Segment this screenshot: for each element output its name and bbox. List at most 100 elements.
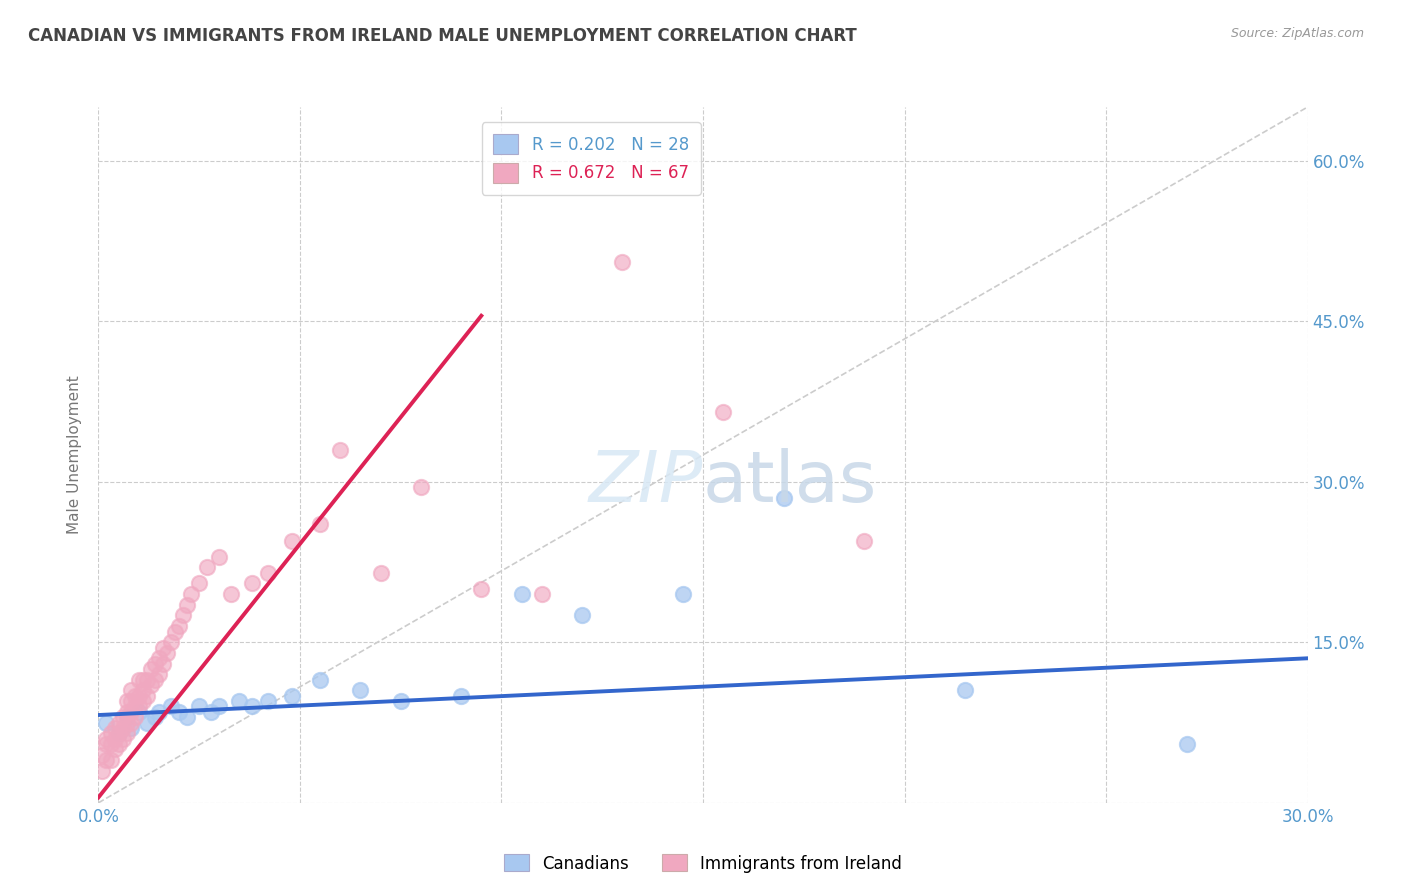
Point	[100, 753, 122, 767]
Point	[120, 705, 142, 719]
Point	[124, 699, 146, 714]
Point	[120, 715, 142, 730]
Legend: R = 0.202   N = 28, R = 0.672   N = 67: R = 0.202 N = 28, R = 0.672 N = 67	[482, 122, 700, 194]
Point	[510, 587, 533, 601]
Point	[132, 673, 155, 687]
Point	[240, 699, 263, 714]
Point	[450, 689, 472, 703]
Point	[120, 694, 142, 708]
Point	[128, 673, 150, 687]
Point	[221, 587, 243, 601]
Point	[143, 657, 166, 671]
Point	[128, 689, 150, 703]
Point	[470, 582, 492, 596]
Point	[103, 731, 125, 746]
Point	[188, 699, 211, 714]
Point	[672, 587, 695, 601]
Point	[100, 737, 122, 751]
Point	[143, 673, 166, 687]
Point	[120, 721, 142, 735]
Text: ZIP: ZIP	[589, 449, 703, 517]
Point	[953, 683, 976, 698]
Point	[96, 715, 118, 730]
Point	[135, 689, 157, 703]
Point	[256, 694, 278, 708]
Point	[107, 726, 129, 740]
Point	[240, 576, 263, 591]
Point	[256, 566, 278, 580]
Point	[172, 608, 194, 623]
Point	[772, 491, 794, 505]
Point	[409, 480, 432, 494]
Point	[139, 678, 162, 692]
Point	[329, 442, 352, 457]
Point	[389, 694, 412, 708]
Point	[160, 699, 183, 714]
Point	[107, 715, 129, 730]
Point	[309, 517, 332, 532]
Point	[96, 753, 118, 767]
Point	[180, 587, 202, 601]
Legend: Canadians, Immigrants from Ireland: Canadians, Immigrants from Ireland	[496, 847, 910, 880]
Point	[148, 667, 170, 681]
Point	[281, 533, 304, 548]
Point	[91, 747, 114, 762]
Point	[91, 764, 114, 778]
Point	[103, 742, 125, 756]
Point	[111, 731, 134, 746]
Point	[124, 710, 146, 724]
Point	[176, 598, 198, 612]
Point	[120, 683, 142, 698]
Point	[309, 673, 332, 687]
Point	[115, 694, 138, 708]
Point	[100, 726, 122, 740]
Point	[96, 731, 118, 746]
Point	[111, 721, 134, 735]
Point	[370, 566, 392, 580]
Point	[1175, 737, 1198, 751]
Point	[143, 710, 166, 724]
Point	[167, 619, 190, 633]
Point	[107, 726, 129, 740]
Y-axis label: Male Unemployment: Male Unemployment	[67, 376, 83, 534]
Point	[188, 576, 211, 591]
Point	[167, 705, 190, 719]
Point	[128, 705, 150, 719]
Text: Source: ZipAtlas.com: Source: ZipAtlas.com	[1230, 27, 1364, 40]
Point	[148, 651, 170, 665]
Point	[124, 689, 146, 703]
Point	[135, 673, 157, 687]
Point	[132, 694, 155, 708]
Point	[176, 710, 198, 724]
Point	[103, 721, 125, 735]
Point	[281, 689, 304, 703]
Point	[612, 255, 634, 269]
Point	[208, 699, 231, 714]
Point	[711, 405, 734, 419]
Point	[853, 533, 876, 548]
Point	[148, 705, 170, 719]
Point	[152, 640, 174, 655]
Point	[115, 715, 138, 730]
Point	[228, 694, 250, 708]
Point	[152, 657, 174, 671]
Point	[111, 710, 134, 724]
Point	[96, 737, 118, 751]
Point	[530, 587, 553, 601]
Point	[200, 705, 222, 719]
Text: CANADIAN VS IMMIGRANTS FROM IRELAND MALE UNEMPLOYMENT CORRELATION CHART: CANADIAN VS IMMIGRANTS FROM IRELAND MALE…	[28, 27, 856, 45]
Point	[139, 662, 162, 676]
Point	[135, 715, 157, 730]
Point	[132, 683, 155, 698]
Point	[349, 683, 371, 698]
Point	[163, 624, 186, 639]
Point	[156, 646, 179, 660]
Point	[571, 608, 593, 623]
Point	[107, 737, 129, 751]
Point	[160, 635, 183, 649]
Point	[115, 705, 138, 719]
Point	[128, 699, 150, 714]
Text: atlas: atlas	[703, 449, 877, 517]
Point	[115, 726, 138, 740]
Point	[208, 549, 231, 564]
